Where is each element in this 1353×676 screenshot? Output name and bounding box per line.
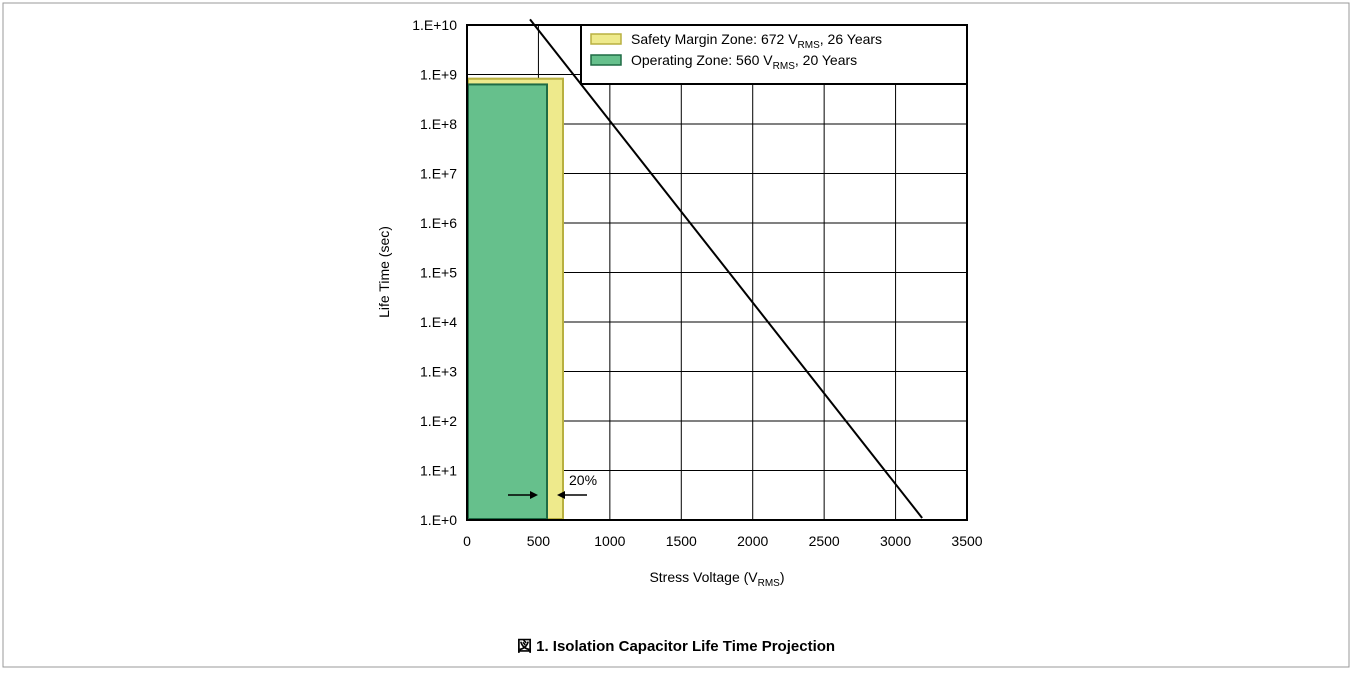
x-tick-label: 2000 xyxy=(737,533,768,549)
x-tick-label: 3000 xyxy=(880,533,911,549)
x-axis-label-part: ) xyxy=(780,569,785,585)
legend-label-part: , 20 Years xyxy=(795,52,857,68)
caption: 図 1. Isolation Capacitor Life Time Proje… xyxy=(517,638,835,655)
legend-label-sub: RMS xyxy=(798,40,821,51)
y-tick-label: 1.E+3 xyxy=(420,364,457,380)
y-tick-label: 1.E+2 xyxy=(420,413,457,429)
y-axis-label: Life Time (sec) xyxy=(376,226,392,318)
legend-swatch xyxy=(590,33,622,45)
legend-label-sub: RMS xyxy=(773,61,796,72)
x-tick-label: 0 xyxy=(463,533,471,549)
life-line xyxy=(529,18,923,519)
legend-label: Safety Margin Zone: 672 VRMS, 26 Years xyxy=(631,31,882,51)
legend-box xyxy=(580,24,968,85)
x-tick-label: 2500 xyxy=(809,533,840,549)
y-tick-label: 1.E+10 xyxy=(412,17,457,33)
y-tick-label: 1.E+7 xyxy=(420,166,457,182)
x-axis-label-part: Stress Voltage (V xyxy=(649,569,758,585)
y-tick-label: 1.E+1 xyxy=(420,463,457,479)
arrow-head xyxy=(530,491,538,499)
y-tick-label: 1.E+4 xyxy=(420,314,457,330)
legend-label-part: Operating Zone: 560 V xyxy=(631,52,773,68)
legend-swatch xyxy=(590,54,622,66)
x-axis-label-sub: RMS xyxy=(758,578,781,589)
arrow-head xyxy=(557,491,565,499)
zone xyxy=(467,83,548,520)
x-tick-label: 1500 xyxy=(666,533,697,549)
legend-label-part: Safety Margin Zone: 672 V xyxy=(631,31,798,47)
y-tick-label: 1.E+6 xyxy=(420,215,457,231)
legend-label-part: , 26 Years xyxy=(820,31,882,47)
x-tick-label: 3500 xyxy=(951,533,982,549)
y-tick-label: 1.E+5 xyxy=(420,265,457,281)
legend-label: Operating Zone: 560 VRMS, 20 Years xyxy=(631,52,857,72)
annotation: 20% xyxy=(569,472,597,488)
x-tick-label: 1000 xyxy=(594,533,625,549)
legend: Safety Margin Zone: 672 VRMS, 26 YearsOp… xyxy=(580,24,968,85)
x-tick-label: 500 xyxy=(527,533,551,549)
y-tick-label: 1.E+8 xyxy=(420,116,457,132)
y-tick-label: 1.E+0 xyxy=(420,512,457,528)
y-tick-label: 1.E+9 xyxy=(420,67,457,83)
x-axis-label: Stress Voltage (VRMS) xyxy=(649,569,784,589)
